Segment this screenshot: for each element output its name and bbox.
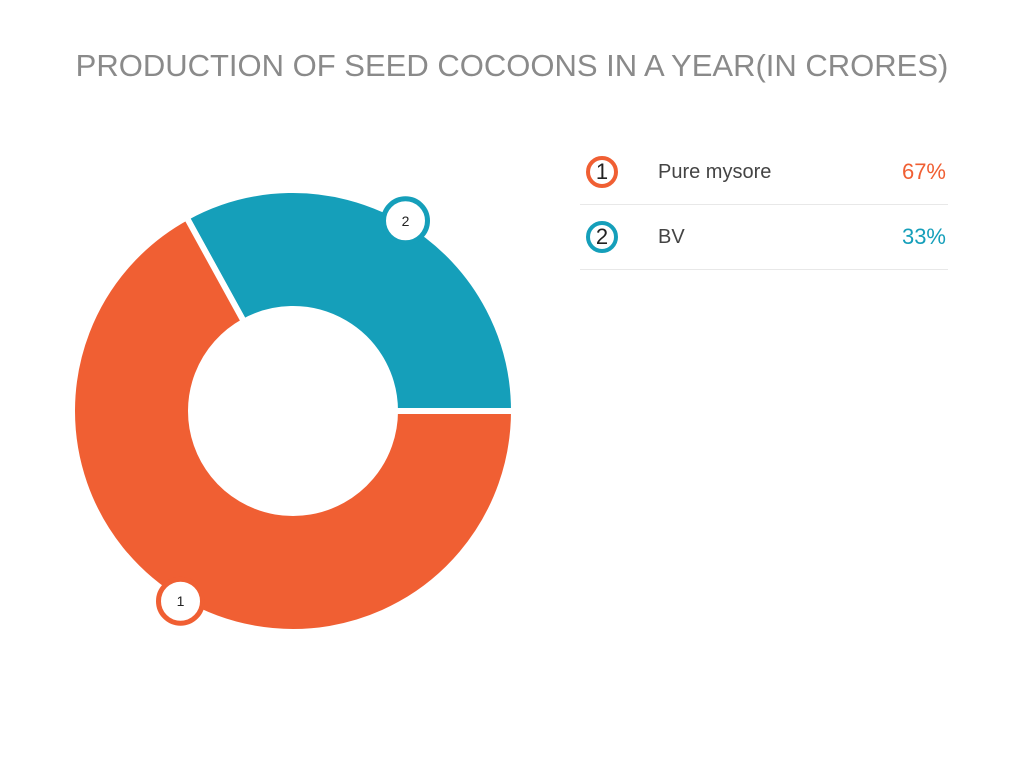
legend-value: 67%	[901, 159, 946, 184]
legend-label: BV	[658, 225, 685, 248]
slice-index-label: 2	[380, 196, 430, 246]
legend-label: Pure mysore	[658, 160, 772, 183]
slice-index-badge	[156, 576, 206, 626]
chart-title: PRODUCTION OF SEED COCOONS IN A YEAR(IN …	[75, 48, 949, 83]
slice-index-badge	[380, 196, 430, 246]
slice-index-text: 1	[177, 593, 185, 609]
slice-index-label: 1	[156, 576, 206, 626]
legend-index-badge: 1	[586, 156, 618, 188]
legend: 1 Pure mysore 67% 2 BV 33%	[580, 140, 948, 270]
slice-index-text: 2	[402, 213, 410, 229]
legend-item: 1 Pure mysore 67%	[580, 140, 948, 205]
donut-chart: 12	[69, 187, 518, 635]
legend-index-badge: 2	[586, 221, 618, 253]
donut-slice	[69, 213, 518, 635]
donut-slice	[182, 187, 518, 414]
legend-item: 2 BV 33%	[580, 205, 948, 270]
legend-value: 33%	[901, 224, 946, 249]
